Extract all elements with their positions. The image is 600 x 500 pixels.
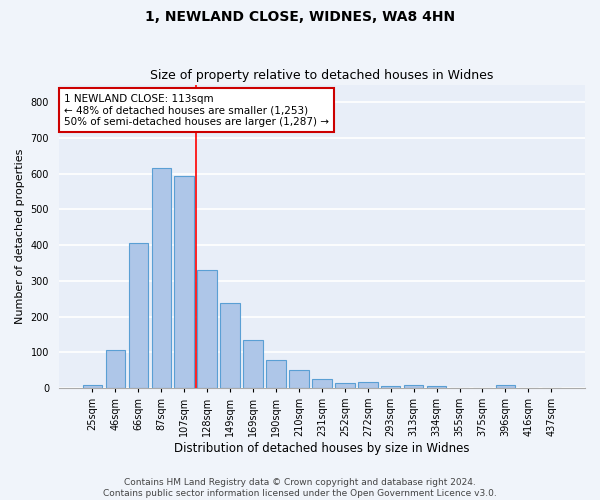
Bar [427, 386, 446, 388]
Bar [83, 385, 102, 388]
Title: Size of property relative to detached houses in Widnes: Size of property relative to detached ho… [150, 69, 494, 82]
Bar [404, 386, 424, 388]
Bar [197, 270, 217, 388]
Bar [289, 370, 308, 388]
Bar [220, 303, 240, 388]
Bar [358, 382, 377, 388]
X-axis label: Distribution of detached houses by size in Widnes: Distribution of detached houses by size … [174, 442, 470, 455]
Text: 1, NEWLAND CLOSE, WIDNES, WA8 4HN: 1, NEWLAND CLOSE, WIDNES, WA8 4HN [145, 10, 455, 24]
Y-axis label: Number of detached properties: Number of detached properties [15, 148, 25, 324]
Bar [175, 176, 194, 388]
Bar [312, 379, 332, 388]
Text: Contains HM Land Registry data © Crown copyright and database right 2024.
Contai: Contains HM Land Registry data © Crown c… [103, 478, 497, 498]
Bar [152, 168, 171, 388]
Bar [244, 340, 263, 388]
Bar [128, 244, 148, 388]
Bar [266, 360, 286, 388]
Bar [496, 385, 515, 388]
Bar [106, 350, 125, 388]
Bar [381, 386, 400, 388]
Bar [335, 384, 355, 388]
Text: 1 NEWLAND CLOSE: 113sqm
← 48% of detached houses are smaller (1,253)
50% of semi: 1 NEWLAND CLOSE: 113sqm ← 48% of detache… [64, 94, 329, 127]
